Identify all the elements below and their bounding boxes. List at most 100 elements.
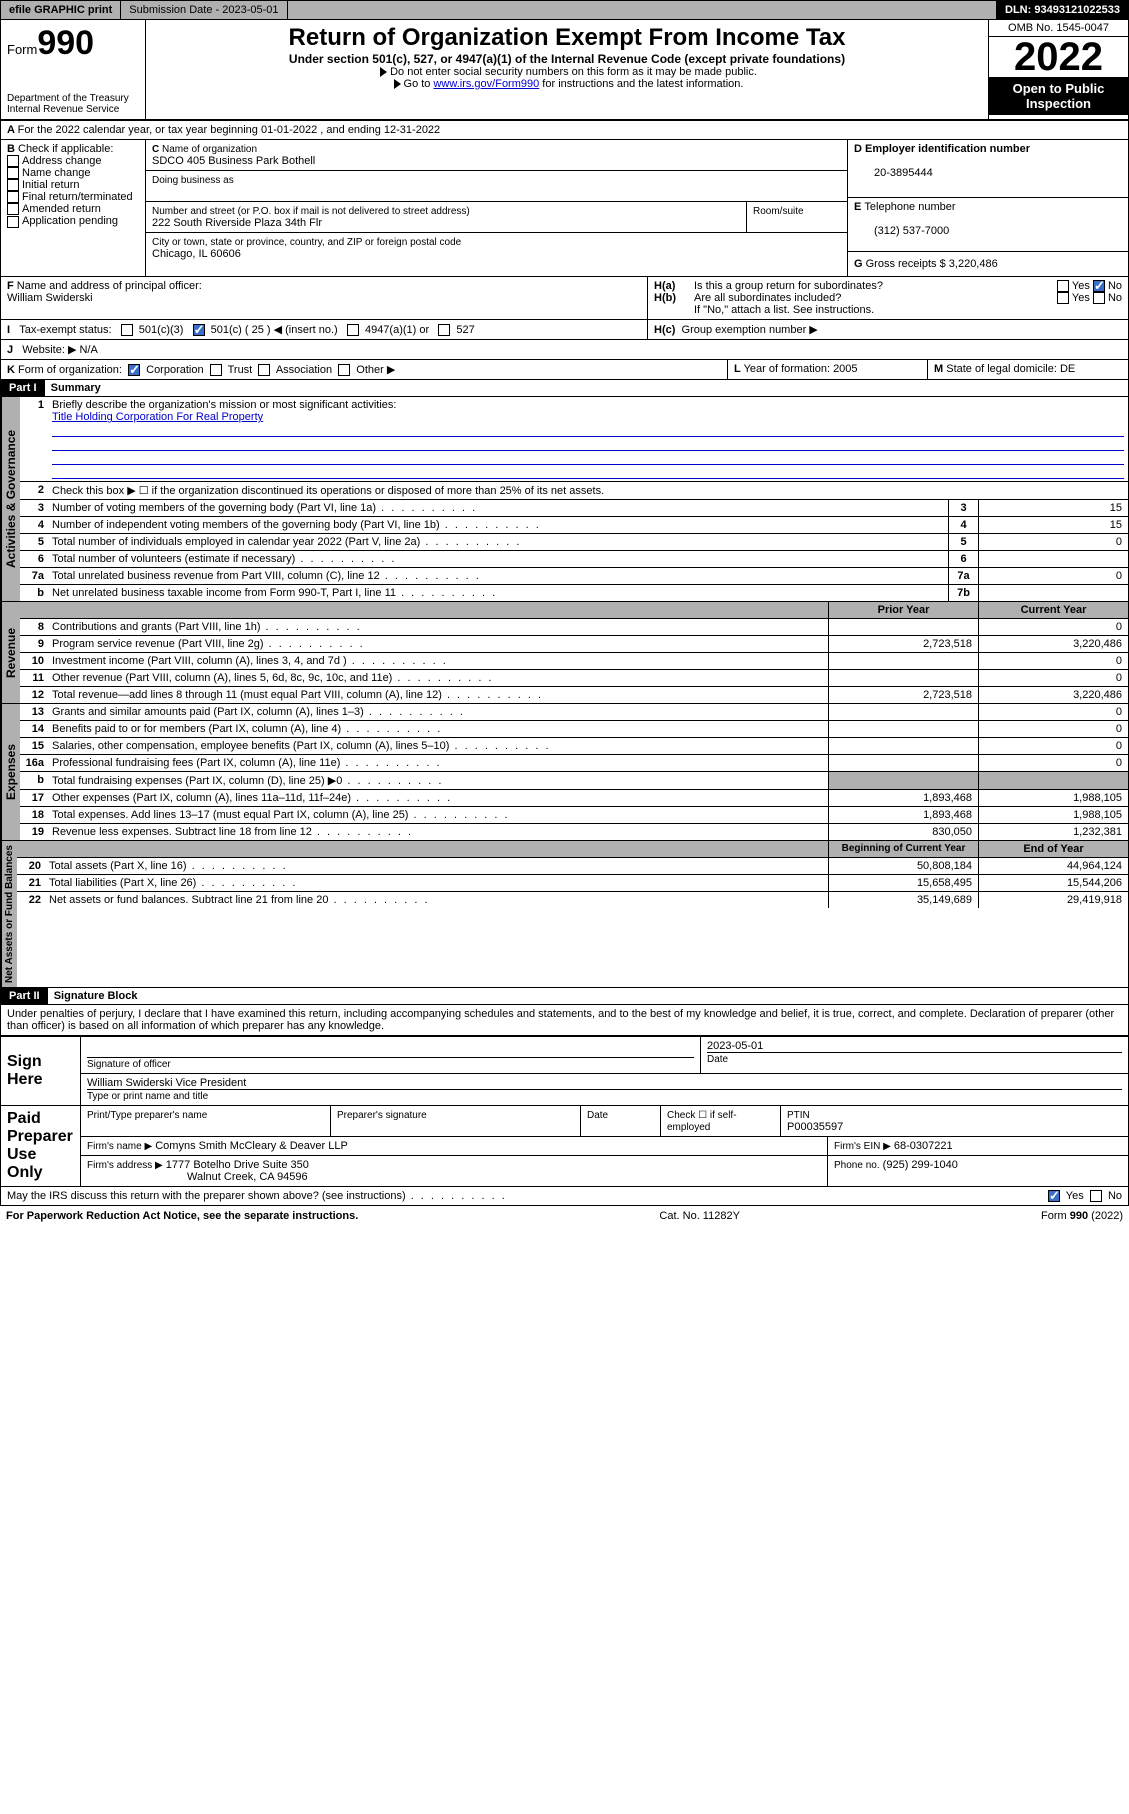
line-a: For the 2022 calendar year, or tax year … (18, 124, 441, 136)
firm-ein-label: Firm's EIN ▶ (834, 1141, 891, 1152)
declaration: Under penalties of perjury, I declare th… (0, 1005, 1129, 1036)
pra-notice: For Paperwork Reduction Act Notice, see … (6, 1210, 358, 1222)
irs: Internal Revenue Service (7, 104, 139, 115)
firm-addr1: 1777 Botelho Drive Suite 350 (166, 1159, 309, 1171)
b-final-return[interactable]: Final return/terminated (22, 191, 133, 203)
tab-revenue: Revenue (1, 602, 20, 703)
hb-question: Are all subordinates included? (694, 292, 1057, 304)
ein: 20-3895444 (854, 167, 933, 179)
501c[interactable]: 501(c) ( 25 ) ◀ (insert no.) (211, 324, 338, 336)
line2: Check this box ▶ ☐ if the organization d… (48, 482, 1128, 499)
form-subtitle-2: Do not enter social security numbers on … (390, 66, 757, 78)
discuss-no[interactable]: No (1108, 1190, 1122, 1202)
self-employed[interactable]: Check ☐ if self-employed (667, 1110, 737, 1133)
part2-header: Part II (1, 988, 48, 1004)
website: N/A (79, 344, 97, 356)
tax-year: 2022 (989, 37, 1128, 77)
addr-label: Number and street (or P.O. box if mail i… (152, 206, 470, 217)
sig-date-label: Date (707, 1054, 728, 1065)
b-amended-return[interactable]: Amended return (22, 203, 101, 215)
website-label: Website: ▶ (22, 344, 76, 356)
domicile-label: State of legal domicile: (946, 363, 1057, 375)
ptin: P00035597 (787, 1121, 843, 1133)
officer-name-title: William Swiderski Vice President (87, 1077, 246, 1089)
firm-addr2: Walnut Creek, CA 94596 (87, 1171, 308, 1183)
col-end: End of Year (978, 841, 1128, 857)
form-title: Return of Organization Exempt From Incom… (152, 24, 982, 52)
discuss-yes[interactable]: Yes (1066, 1190, 1084, 1202)
street-address: 222 South Riverside Plaza 34th Flr (152, 217, 322, 229)
part1-title: Summary (51, 382, 101, 394)
sign-here: Sign Here (1, 1037, 81, 1106)
assoc[interactable]: Association (276, 364, 332, 376)
ha-question: Is this a group return for subordinates? (694, 280, 1057, 292)
c-name-label: Name of organization (162, 144, 257, 155)
4947a1[interactable]: 4947(a)(1) or (365, 324, 429, 336)
officer-label: Name and address of principal officer: (17, 280, 202, 292)
signature-table: Sign Here Signature of officer 2023-05-0… (0, 1036, 1129, 1187)
b-name-change[interactable]: Name change (22, 167, 91, 179)
col-current: Current Year (978, 602, 1128, 618)
tab-expenses: Expenses (1, 704, 20, 840)
b-application-pending[interactable]: Application pending (22, 215, 118, 227)
firm-name: Comyns Smith McCleary & Deaver LLP (155, 1140, 348, 1152)
mission-link[interactable]: Title Holding Corporation For Real Prope… (52, 411, 263, 423)
year-formation-label: Year of formation: (744, 363, 830, 375)
firm-name-label: Firm's name ▶ (87, 1141, 152, 1152)
phone-label: Telephone number (864, 201, 955, 213)
b-initial-return[interactable]: Initial return (22, 179, 79, 191)
col-prior: Prior Year (828, 602, 978, 618)
year-formation: 2005 (833, 363, 857, 375)
submission-date: Submission Date - 2023-05-01 (121, 1, 287, 19)
trust[interactable]: Trust (228, 364, 253, 376)
prep-name-label: Print/Type preparer's name (87, 1110, 207, 1121)
ein-label: Employer identification number (865, 143, 1030, 155)
corp[interactable]: Corporation (146, 364, 203, 376)
open-to-public: Open to Public Inspection (989, 77, 1128, 115)
b-label: Check if applicable: (18, 143, 113, 155)
phone: (312) 537-7000 (854, 225, 949, 237)
line1-label: Briefly describe the organization's miss… (52, 399, 396, 411)
part2-title: Signature Block (54, 990, 138, 1002)
501c3[interactable]: 501(c)(3) (139, 324, 184, 336)
firm-addr-label: Firm's address ▶ (87, 1160, 163, 1171)
top-bar: efile GRAPHIC print Submission Date - 20… (0, 0, 1129, 20)
527[interactable]: 527 (456, 324, 474, 336)
room-label: Room/suite (753, 206, 804, 217)
tax-exempt-label: Tax-exempt status: (19, 324, 111, 336)
hc-label: Group exemption number ▶ (682, 324, 818, 336)
firm-ein: 68-0307221 (894, 1140, 953, 1152)
ptin-label: PTIN (787, 1110, 810, 1121)
form-label: Form (7, 42, 37, 57)
domicile: DE (1060, 363, 1075, 375)
dln: DLN: 93493121022533 (997, 1, 1128, 19)
dept-treasury: Department of the Treasury (7, 93, 139, 104)
tab-net-assets: Net Assets or Fund Balances (1, 841, 17, 987)
name-title-label: Type or print name and title (87, 1091, 208, 1102)
efile-print-button[interactable]: efile GRAPHIC print (1, 1, 121, 19)
discuss-question: May the IRS discuss this return with the… (7, 1190, 406, 1202)
form990-link[interactable]: www.irs.gov/Form990 (433, 78, 539, 90)
hb-note: If "No," attach a list. See instructions… (654, 304, 1122, 316)
b-address-change[interactable]: Address change (22, 155, 102, 167)
part1-header: Part I (1, 380, 45, 396)
col-beginning: Beginning of Current Year (828, 841, 978, 857)
firm-phone: (925) 299-1040 (883, 1159, 958, 1171)
paid-preparer: Paid Preparer Use Only (1, 1106, 81, 1187)
sig-date: 2023-05-01 (707, 1040, 763, 1052)
sig-officer-label: Signature of officer (87, 1059, 171, 1070)
firm-phone-label: Phone no. (834, 1160, 880, 1171)
form-org-label: Form of organization: (18, 364, 122, 376)
tab-governance: Activities & Governance (1, 397, 20, 601)
officer-name: William Swiderski (7, 292, 93, 304)
gross-receipts: 3,220,486 (949, 258, 998, 270)
dba-label: Doing business as (152, 175, 234, 186)
form-header: Form990 Department of the Treasury Inter… (0, 20, 1129, 120)
prep-sig-label: Preparer's signature (337, 1110, 427, 1121)
gross-label: Gross receipts $ (866, 258, 946, 270)
city-state-zip: Chicago, IL 60606 (152, 248, 241, 260)
form-subtitle-1: Under section 501(c), 527, or 4947(a)(1)… (152, 52, 982, 66)
form-number: 990 (37, 24, 94, 62)
other[interactable]: Other ▶ (356, 364, 395, 376)
prep-date-label: Date (587, 1110, 608, 1121)
